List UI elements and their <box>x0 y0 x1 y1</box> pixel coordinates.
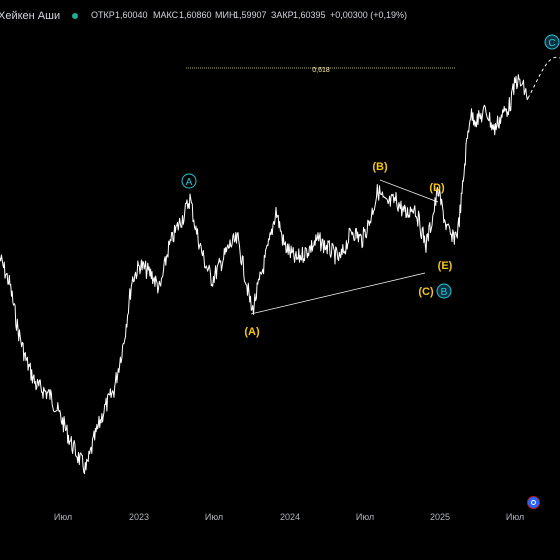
wave-label-B-circle[interactable]: B <box>436 283 452 299</box>
time-axis-tick: 2025 <box>429 512 451 522</box>
open-label: ОТКР <box>91 10 115 20</box>
fib-level-label: 0,618 <box>312 67 330 74</box>
time-axis-tick: Июл <box>204 512 224 522</box>
triangle-lower-line <box>250 272 426 315</box>
chart-header: Хейкен Аши ОТКР 1,60040 МАКС 1,60860 МИН… <box>0 0 560 30</box>
svg-text:C: C <box>548 38 555 49</box>
time-axis-tick: Июл <box>53 512 73 522</box>
live-dot-icon <box>72 13 78 19</box>
settings-icon[interactable] <box>527 496 540 509</box>
triangle-upper-line <box>379 179 439 203</box>
close-label: ЗАКР <box>271 10 294 20</box>
high-value: 1,60860 <box>179 10 212 20</box>
time-axis-tick: 2024 <box>279 512 301 522</box>
wave-label-C-paren[interactable]: (C) <box>418 286 434 298</box>
svg-text:B: B <box>441 287 448 298</box>
wave-label-E-paren[interactable]: (E) <box>438 260 453 272</box>
svg-text:A: A <box>186 177 193 188</box>
wave-label-B-paren[interactable]: (B) <box>372 161 388 173</box>
wave-label-D-paren[interactable]: (D) <box>429 182 445 194</box>
projection-dashed-line <box>527 56 560 99</box>
wave-label-C-circle[interactable]: C <box>544 34 560 50</box>
time-axis-tick: Июл <box>355 512 375 522</box>
change-value: +0,00300 (+0,19%) <box>330 10 408 20</box>
price-chart[interactable]: 0,618 A B C (A) (B) (C) (D) (E) <box>0 0 560 510</box>
wave-label-A-paren[interactable]: (A) <box>244 326 260 338</box>
time-axis-tick: Июл <box>505 512 525 522</box>
open-value: 1,60040 <box>115 10 148 20</box>
high-label: МАКС <box>153 10 179 20</box>
low-label: МИН <box>215 10 236 20</box>
close-value: 1,60395 <box>293 10 326 20</box>
time-axis: Июл 2023 Июл 2024 Июл 2025 Июл <box>0 512 560 532</box>
low-value: 1,59907 <box>234 10 267 20</box>
price-series-line <box>0 74 529 475</box>
time-axis-tick: 2023 <box>128 512 150 522</box>
wave-label-A-circle[interactable]: A <box>181 173 197 189</box>
chart-type-title[interactable]: Хейкен Аши <box>0 10 61 22</box>
